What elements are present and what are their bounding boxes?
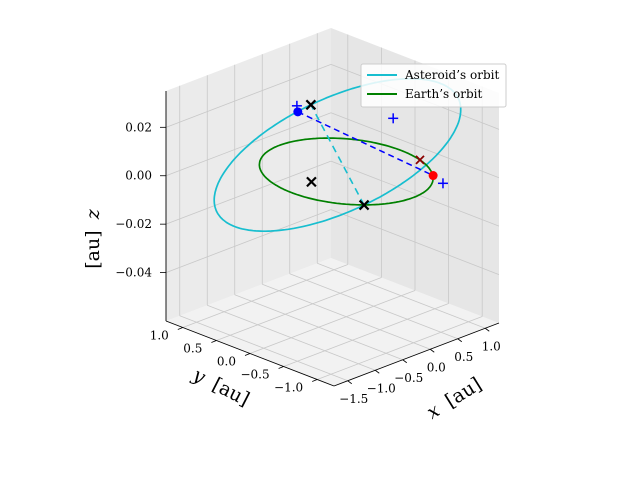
x-axis-line — [333, 322, 500, 387]
x-tick-label: −1.0 — [367, 381, 396, 395]
x-tick-label: 0.0 — [427, 360, 446, 374]
x-tick-mark — [402, 359, 407, 364]
grid-z-right-wall — [330, 209, 500, 275]
z-axis-label: [au] z — [82, 208, 104, 268]
grid-z-left-wall — [165, 63, 332, 128]
z-axis-label-unit: [au] — [82, 230, 104, 268]
y-tick-label: 1.0 — [150, 329, 169, 343]
tick-labels: −1.5−1.0−0.50.00.51.0−1.0−0.50.00.51.0−0… — [115, 120, 501, 405]
z-axis-label-var: z — [82, 208, 104, 220]
x-axis-label-unit: [au] — [441, 373, 485, 412]
x-tick-mark — [430, 348, 435, 353]
earth-orbit-line — [258, 137, 434, 206]
y-tick-mark — [177, 327, 183, 330]
z-tick-label: 0.02 — [125, 120, 152, 134]
x-tick-mark — [375, 369, 380, 374]
y-tick-mark — [244, 353, 251, 356]
x-tick-label: −1.5 — [339, 392, 368, 406]
grid-y-floor — [249, 290, 416, 354]
x-axis-label: x [au] — [423, 373, 486, 424]
grid-z-right-wall — [330, 112, 500, 179]
y-tick-label: 0.0 — [217, 355, 236, 369]
x-tick-mark — [347, 380, 352, 385]
legend: Asteroid’s orbit Earth’s orbit — [360, 63, 507, 108]
grid-z-left-wall — [165, 160, 332, 225]
asteroid-earth-connector — [297, 111, 434, 177]
y-tick-mark — [211, 340, 217, 343]
focus-cross — [306, 176, 317, 188]
x-tick-mark — [457, 338, 462, 343]
x-tick-mark — [485, 327, 490, 332]
y-axis-label-var: y — [188, 363, 209, 388]
z-tick-label: −0.04 — [115, 266, 152, 280]
node-cross — [415, 155, 425, 165]
y-tick-label: −1.0 — [274, 381, 303, 395]
aphelion-cross — [305, 99, 317, 111]
apsidal-line — [310, 104, 365, 206]
grid-y-floor — [216, 277, 382, 341]
grid-y-floor — [317, 316, 483, 380]
grid-z-right-wall — [330, 160, 500, 227]
grid-y-floor — [182, 264, 348, 328]
legend-box — [360, 63, 507, 108]
y-axis-line — [165, 320, 335, 387]
y-tick-mark — [312, 379, 318, 382]
grid-lines — [165, 33, 500, 382]
x-tick-label: −0.5 — [394, 371, 423, 385]
x-tick-label: 1.0 — [482, 339, 501, 353]
z-tick-label: 0.00 — [125, 169, 152, 183]
axis-lines — [160, 91, 500, 387]
legend-label-earth: Earth’s orbit — [405, 87, 482, 101]
earth-position-marker — [428, 171, 438, 181]
perihelion-cross — [358, 199, 370, 211]
y-tick-label: −0.5 — [240, 368, 269, 382]
grid-z-left-wall — [165, 209, 332, 273]
grid-y-floor — [283, 303, 449, 367]
y-tick-label: 0.5 — [183, 342, 202, 356]
z-tick-label: −0.02 — [115, 217, 152, 231]
orbit-markers — [291, 99, 448, 211]
asteroid-position-marker — [293, 107, 303, 117]
y-tick-mark — [278, 366, 284, 369]
x-axis-label-var: x — [423, 399, 444, 423]
legend-label-asteroid: Asteroid’s orbit — [404, 68, 499, 82]
x-tick-label: 0.5 — [454, 350, 473, 364]
